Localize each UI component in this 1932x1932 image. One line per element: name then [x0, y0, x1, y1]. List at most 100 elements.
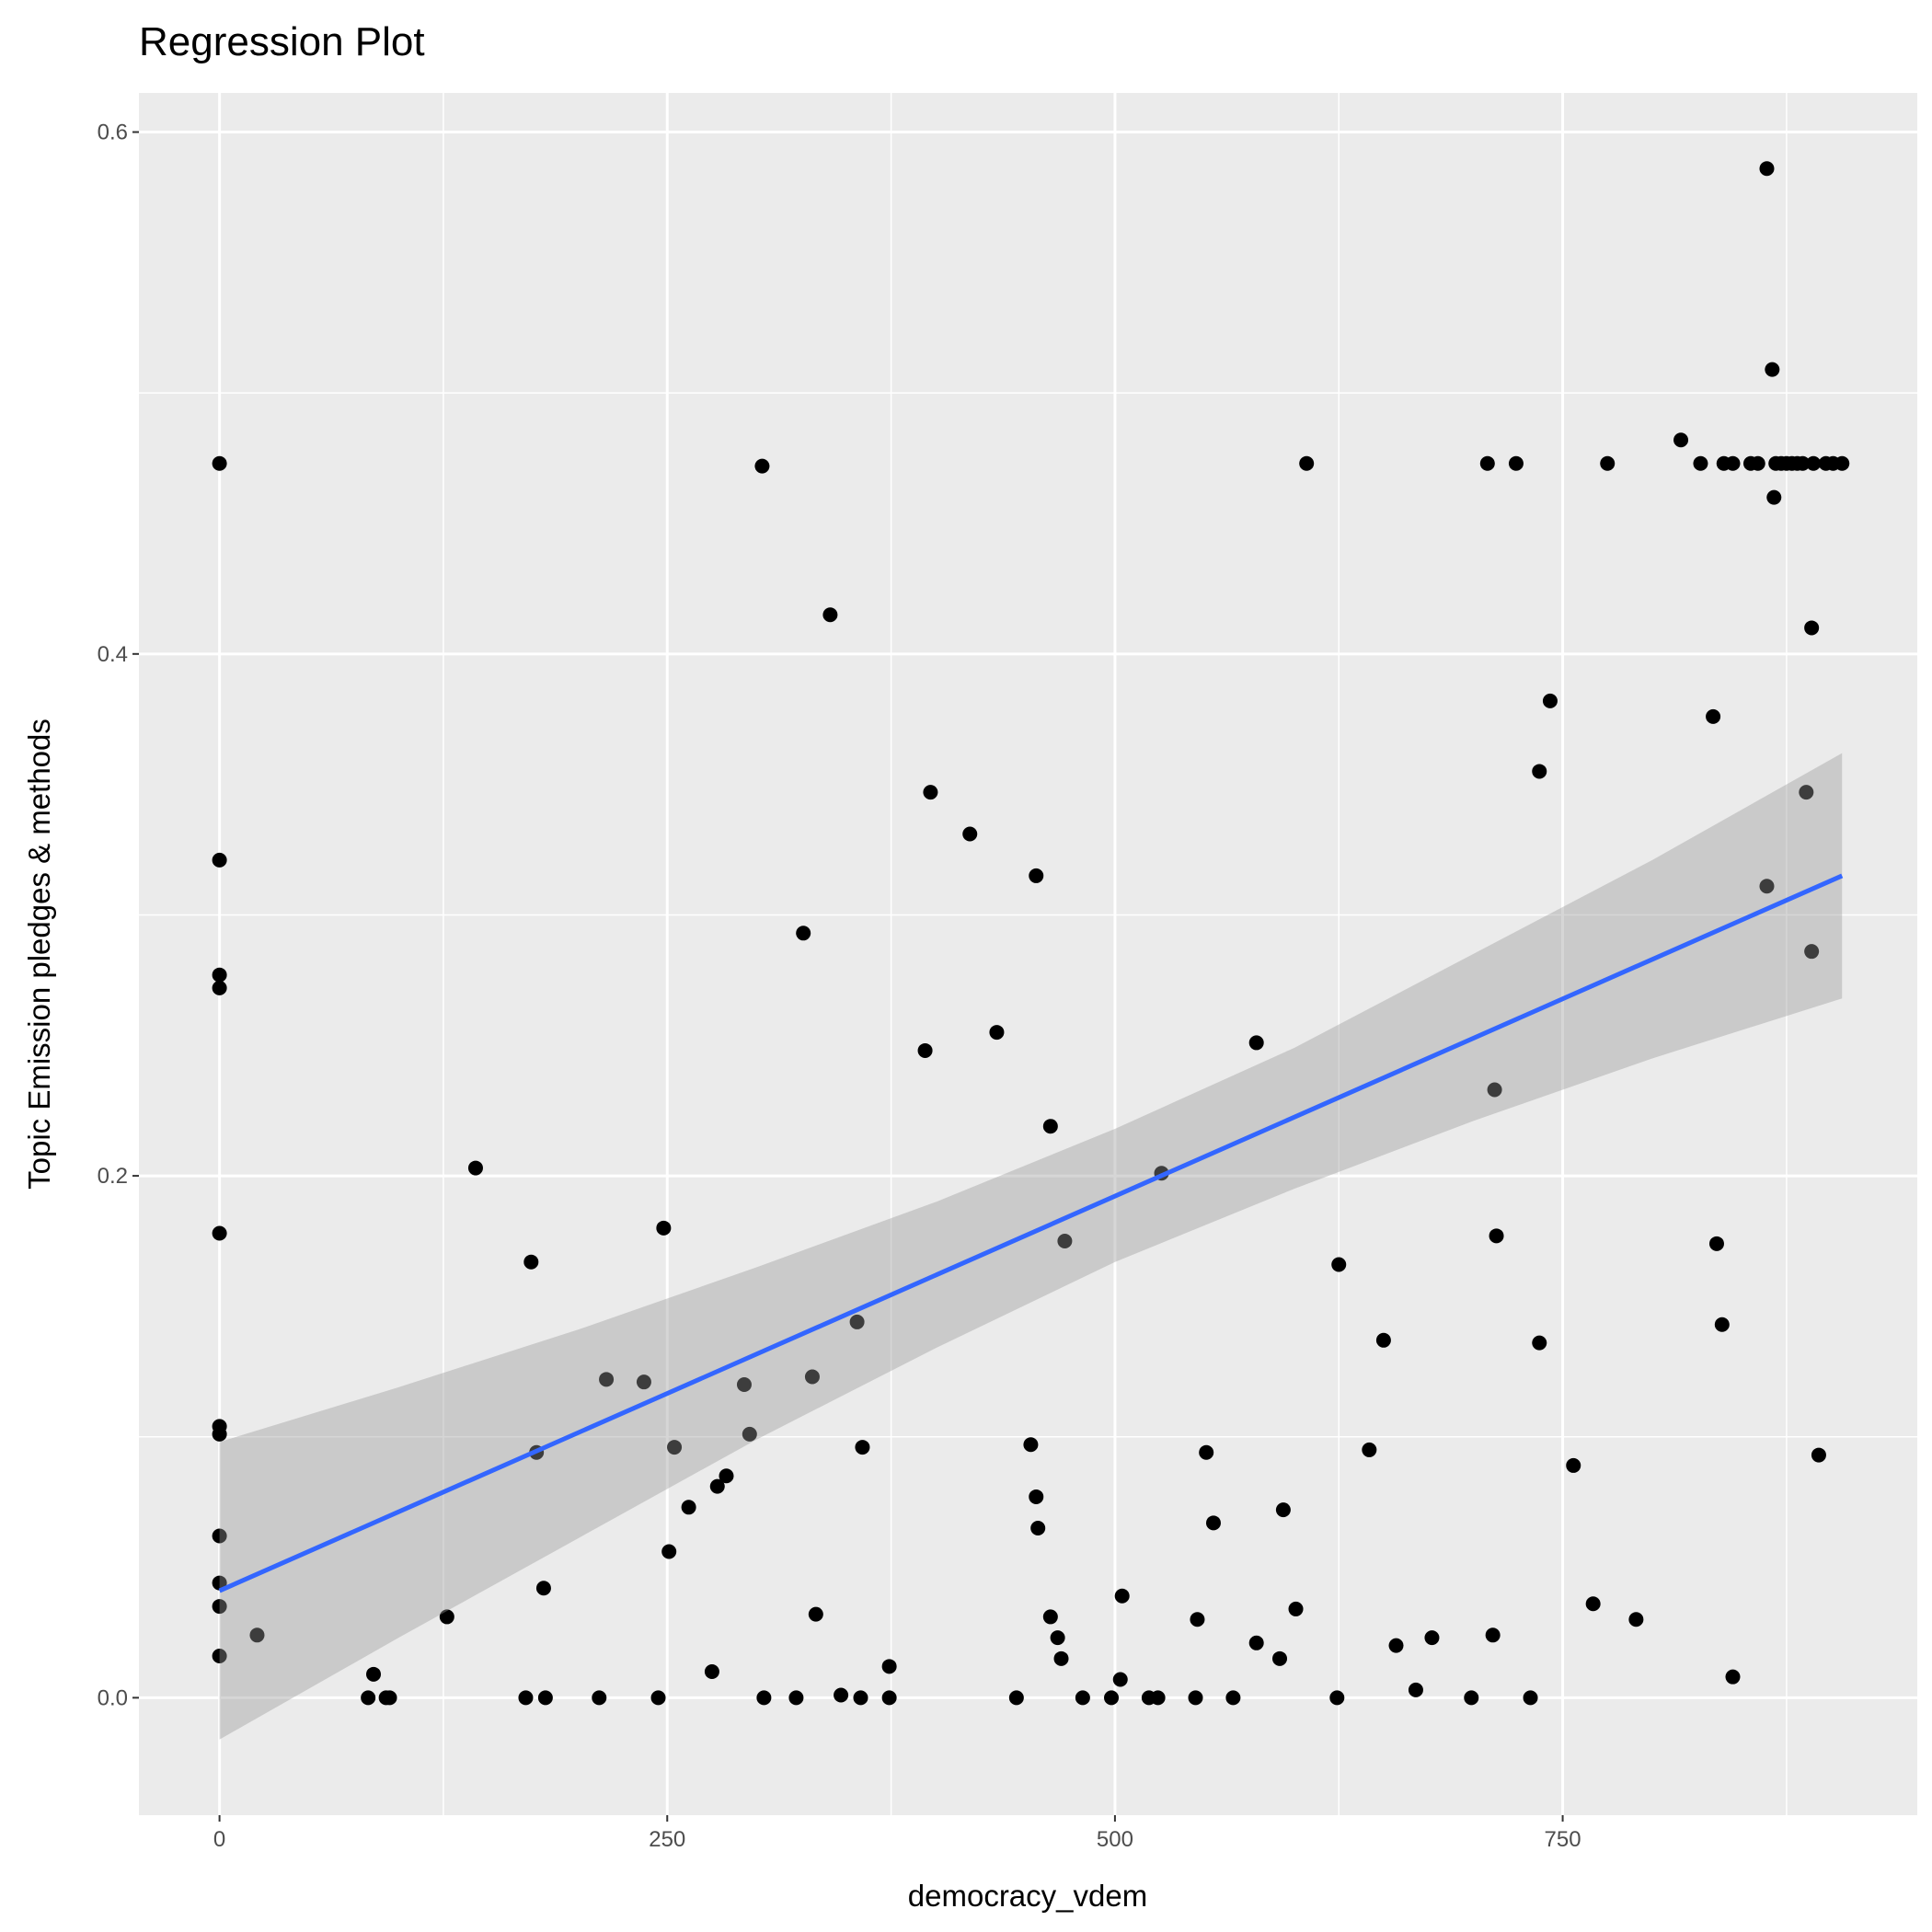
data-point: [1329, 1690, 1345, 1706]
data-point: [650, 1690, 666, 1706]
plot-panel: [139, 93, 1917, 1815]
data-point: [636, 1374, 651, 1390]
data-point: [212, 1225, 227, 1241]
data-point: [1806, 455, 1822, 471]
data-point: [822, 607, 838, 623]
data-point: [1585, 1596, 1601, 1612]
data-point: [1523, 1690, 1538, 1706]
data-point: [1029, 1489, 1044, 1504]
data-point: [1485, 1627, 1501, 1643]
data-point: [523, 1254, 539, 1270]
data-point: [681, 1500, 696, 1515]
data-point: [212, 1426, 227, 1442]
y-tick-label: 0.2: [98, 1164, 128, 1189]
data-point: [881, 1659, 897, 1674]
data-point: [518, 1690, 534, 1706]
data-point: [535, 1581, 551, 1596]
data-point: [1693, 455, 1708, 471]
data-point: [1362, 1442, 1377, 1457]
data-point: [1112, 1672, 1128, 1687]
data-point: [736, 1377, 752, 1392]
data-point: [1759, 879, 1775, 894]
data-point: [1008, 1690, 1024, 1706]
data-points: [212, 161, 1850, 1706]
data-point: [796, 926, 811, 941]
data-point: [855, 1440, 870, 1455]
data-point: [212, 1575, 227, 1591]
y-tick-label: 0.0: [98, 1685, 128, 1710]
data-point: [212, 1528, 227, 1544]
y-axis-title: Topic Emission pledges & methods: [22, 719, 56, 1190]
data-point: [382, 1690, 397, 1706]
data-point: [439, 1609, 454, 1625]
data-point: [212, 1648, 227, 1663]
data-point: [366, 1666, 382, 1682]
data-point: [1388, 1638, 1404, 1653]
data-point: [709, 1478, 725, 1494]
data-point: [212, 967, 227, 983]
data-point: [1750, 455, 1765, 471]
data-point: [1834, 455, 1850, 471]
data-point: [1042, 1609, 1058, 1625]
data-point: [834, 1687, 849, 1703]
data-point: [667, 1440, 683, 1455]
data-point: [1479, 455, 1495, 471]
data-point: [1714, 1317, 1730, 1332]
minor-gridlines: [139, 93, 1917, 1815]
data-point: [917, 1042, 933, 1058]
data-point: [881, 1690, 897, 1706]
data-point: [1795, 455, 1811, 471]
data-point: [1023, 1437, 1039, 1453]
data-point: [1288, 1601, 1304, 1616]
data-point: [1542, 693, 1558, 708]
x-tick-label: 0: [213, 1827, 225, 1852]
data-point: [1600, 455, 1616, 471]
data-point: [849, 1314, 865, 1329]
data-point: [249, 1627, 265, 1643]
data-point: [599, 1372, 615, 1387]
confidence-ribbon: [219, 753, 1843, 1740]
data-point: [1799, 785, 1814, 800]
data-point: [1508, 455, 1524, 471]
x-tick-label: 250: [649, 1827, 685, 1852]
x-tick-label: 750: [1545, 1827, 1581, 1852]
data-point: [1708, 1236, 1724, 1251]
data-point: [361, 1690, 376, 1706]
data-point: [923, 785, 938, 800]
chart-title: Regression Plot: [139, 19, 425, 64]
data-point: [756, 1690, 772, 1706]
axes: 0 250 500 750 0.0 0.2 0.4 0.6: [98, 121, 1581, 1852]
data-point: [1331, 1257, 1347, 1272]
data-point: [1464, 1690, 1479, 1706]
data-point: [1725, 1669, 1741, 1685]
data-point: [212, 852, 227, 868]
data-point: [1765, 362, 1780, 377]
major-gridlines: [139, 93, 1917, 1815]
data-point: [1408, 1682, 1423, 1697]
data-point: [804, 1369, 820, 1385]
x-tick-label: 500: [1097, 1827, 1133, 1852]
data-point: [1706, 708, 1721, 724]
data-point: [1725, 455, 1741, 471]
data-point: [1811, 1447, 1826, 1463]
data-point: [1057, 1234, 1073, 1248]
data-point: [742, 1426, 757, 1442]
data-point: [1424, 1630, 1440, 1646]
data-point: [1375, 1332, 1391, 1348]
data-point: [719, 1468, 734, 1484]
data-point: [1759, 161, 1775, 177]
data-point: [962, 826, 978, 842]
data-point: [754, 458, 770, 474]
data-point: [1804, 944, 1820, 960]
data-point: [1042, 1119, 1058, 1134]
data-point: [1248, 1035, 1264, 1051]
data-point: [989, 1025, 1005, 1041]
data-point: [212, 980, 227, 995]
data-point: [467, 1160, 483, 1176]
data-point: [1053, 1650, 1069, 1666]
data-point: [1566, 1457, 1581, 1473]
regression-line: [218, 873, 1844, 1593]
data-point: [537, 1690, 553, 1706]
data-point: [853, 1690, 868, 1706]
